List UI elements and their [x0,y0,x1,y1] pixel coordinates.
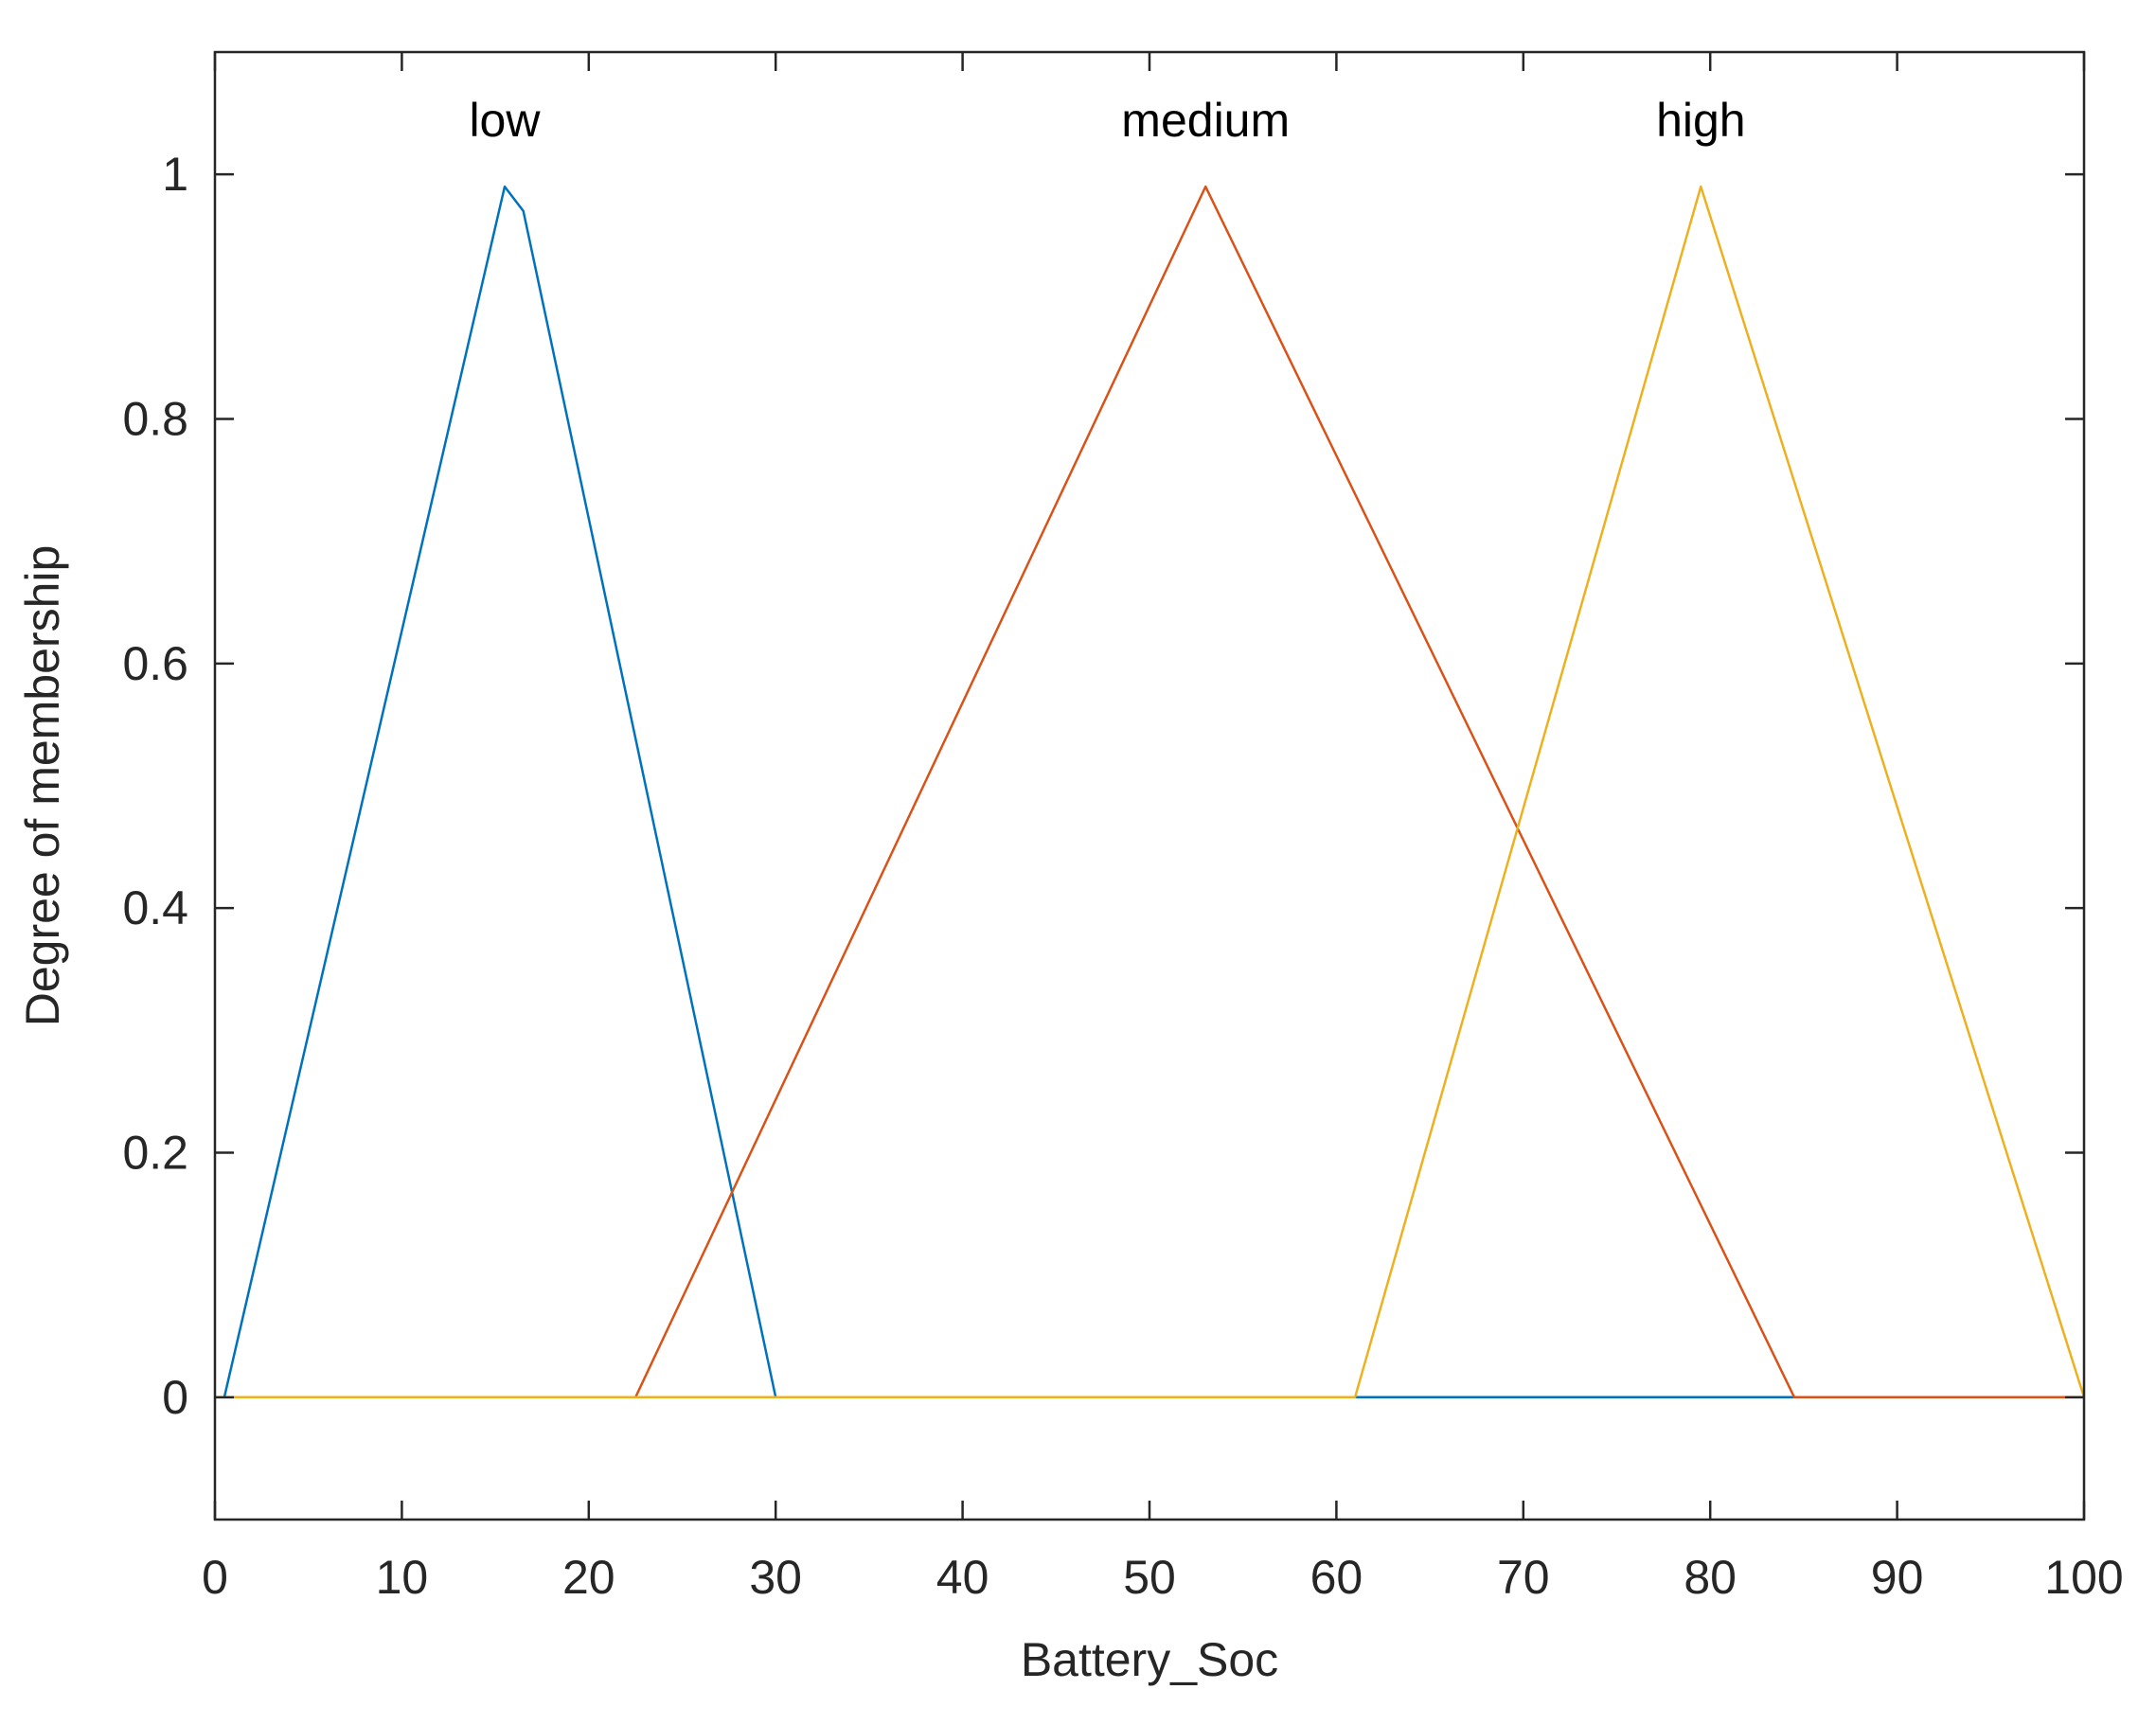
x-axis-label: Battery_Soc [1021,1633,1278,1686]
y-tick-label: 1 [162,148,188,201]
membership-label-low: low [469,94,541,147]
membership-label-high: high [1656,94,1746,147]
x-tick-label: 30 [749,1551,802,1604]
y-axis-label: Degree of membership [16,545,69,1027]
tick-layer: 0 10 20 30 40 50 60 70 80 90 100 0 0.2 0.4 0.6 0.8 1 [122,52,2124,1604]
y-tick-label: 0.6 [122,637,188,690]
y-tick-label: 0 [162,1371,188,1424]
x-tick-label: 20 [562,1551,615,1604]
x-tick-label: 80 [1684,1551,1737,1604]
y-tick-label: 0.2 [122,1127,188,1180]
annotation-layer: low medium high [469,94,1745,147]
x-tick-label: 100 [2044,1551,2123,1604]
x-tick-label: 10 [376,1551,429,1604]
x-tick-label: 90 [1871,1551,1924,1604]
x-tick-label: 0 [202,1551,228,1604]
y-tick-label: 0.4 [122,881,188,934]
membership-label-medium: medium [1121,94,1290,147]
series-line-high [215,185,2086,1399]
x-tick-label: 40 [936,1551,989,1604]
y-tick-label: 0.8 [122,393,188,446]
x-tick-label: 50 [1123,1551,1176,1604]
x-tick-label: 70 [1497,1551,1550,1604]
x-tick-label: 60 [1310,1551,1363,1604]
